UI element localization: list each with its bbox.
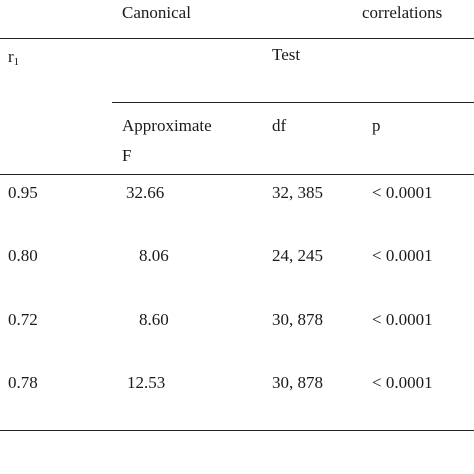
cell-df: 24, 245: [272, 246, 323, 265]
header-approximate: Approximate: [122, 116, 212, 135]
cell-f: 8.60: [139, 310, 169, 329]
bottom-rule: [0, 430, 474, 431]
cell-r1: 0.72: [8, 310, 38, 329]
cell-f: 32.66: [126, 183, 165, 202]
header-rule: [0, 174, 474, 175]
cell-r1: 0.78: [8, 373, 38, 392]
header-f: F: [122, 146, 132, 165]
cell-r1: 0.80: [8, 246, 38, 265]
cell-p: < 0.0001: [372, 183, 433, 202]
cell-r1: 0.95: [8, 183, 38, 202]
header-r1: r1: [8, 47, 19, 72]
cell-f: 8.06: [139, 246, 169, 265]
cell-df: 32, 385: [272, 183, 323, 202]
cell-df: 30, 878: [272, 310, 323, 329]
header-p: p: [372, 116, 381, 135]
cell-f: 12.53: [127, 373, 166, 392]
header-canonical: Canonical: [122, 3, 191, 22]
cell-p: < 0.0001: [372, 246, 433, 265]
test-rule: [112, 102, 474, 103]
top-rule: [0, 38, 474, 39]
header-df: df: [272, 116, 287, 135]
r-symbol: r: [8, 47, 14, 66]
cell-df: 30, 878: [272, 373, 323, 392]
header-test: Test: [272, 45, 301, 64]
cell-p: < 0.0001: [372, 373, 433, 392]
r-subscript: 1: [13, 56, 20, 68]
cell-p: < 0.0001: [372, 310, 433, 329]
header-correlations: correlations: [362, 3, 443, 22]
